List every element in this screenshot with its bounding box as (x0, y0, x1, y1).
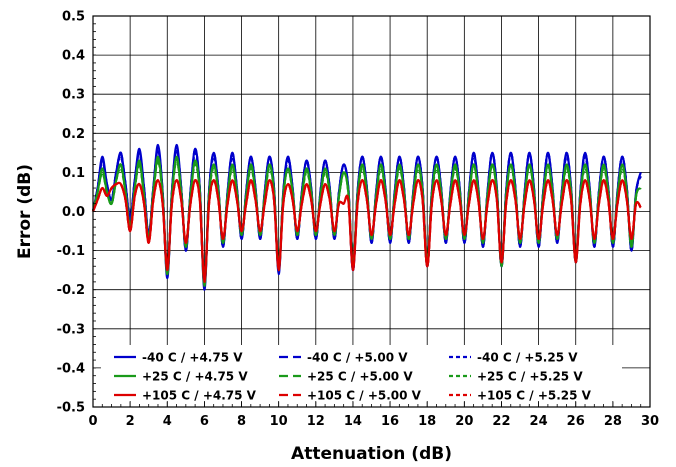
series-line (91, 179, 642, 280)
legend: -40 C / +4.75 V -40 C / +5.00 V -40 C / +5… (101, 345, 622, 403)
x-tick-label: 8 (237, 414, 246, 429)
x-tick-label: 22 (492, 414, 510, 429)
legend-label: +25 C / +5.00 V (307, 370, 413, 384)
axis-ticks (92, 15, 651, 408)
x-tick-label: 12 (307, 414, 325, 429)
legend-label: +105 C / +5.00 V (307, 389, 422, 403)
y-tick-label: 0.5 (62, 10, 85, 25)
legend-label: +25 C / +4.75 V (142, 370, 248, 384)
y-tick-label: 0.2 (62, 127, 85, 142)
x-axis-title: Attenuation (dB) (291, 444, 452, 464)
x-tick-label: 20 (455, 414, 473, 429)
x-tick-label: 4 (163, 414, 172, 429)
y-axis-title: Error (dB) (15, 164, 35, 259)
x-tick-label: 30 (641, 414, 659, 429)
y-tick-label: 0.3 (62, 88, 85, 103)
x-tick-label: 6 (200, 414, 209, 429)
y-tick-label: -0.1 (57, 244, 85, 259)
y-tick-label: -0.3 (57, 322, 85, 337)
x-tick-label: 16 (381, 414, 399, 429)
y-tick-label: 0.4 (62, 49, 85, 64)
x-tick-label: 24 (530, 414, 548, 429)
x-tick-label: 26 (567, 414, 585, 429)
x-tick-label: 18 (418, 414, 436, 429)
tick-labels: 0 2 4 6 8 10 12 14 16 18 20 22 24 26 28 300.50.40.30.20… (57, 10, 659, 430)
x-tick-label: 10 (270, 414, 288, 429)
legend-label: -40 C / +5.00 V (307, 351, 408, 365)
x-tick-label: 0 (88, 414, 97, 429)
x-tick-label: 14 (344, 414, 362, 429)
series-line (91, 159, 642, 283)
legend-label: -40 C / +4.75 V (142, 351, 243, 365)
x-tick-label: 2 (126, 414, 135, 429)
legend-box (101, 345, 622, 401)
legend-label: +105 C / +5.25 V (477, 389, 592, 403)
x-tick-label: 28 (604, 414, 622, 429)
legend-label: +25 C / +5.25 V (477, 370, 583, 384)
y-tick-label: 0.1 (62, 166, 85, 181)
y-tick-label: 0.0 (62, 205, 85, 220)
y-tick-label: -0.2 (57, 283, 85, 298)
legend-label: +105 C / +4.75 V (142, 389, 257, 403)
y-tick-label: -0.5 (57, 401, 85, 416)
y-tick-label: -0.4 (57, 361, 85, 376)
series-layer (91, 143, 642, 291)
legend-label: -40 C / +5.25 V (477, 351, 578, 365)
